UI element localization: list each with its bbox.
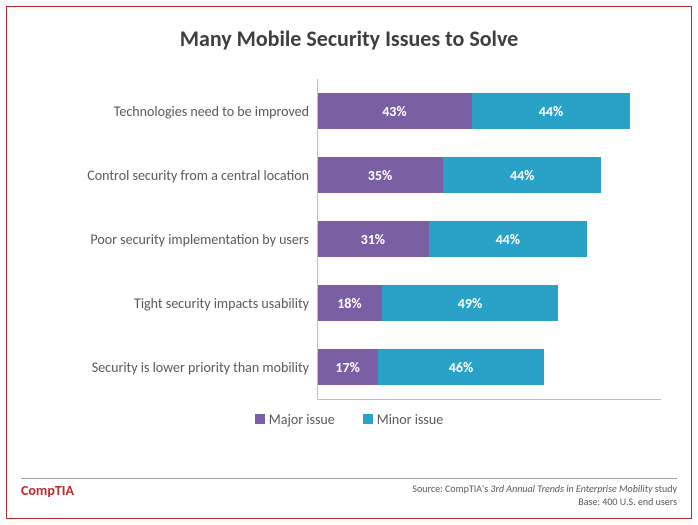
- bar-segment: 31%: [317, 221, 429, 257]
- source-attribution: Source: CompTIA's 3rd Annual Trends in E…: [412, 482, 677, 508]
- legend-item: Minor issue: [363, 411, 443, 428]
- chart-row: Poor security implementation by users31%…: [37, 207, 661, 271]
- chart-row: Control security from a central location…: [37, 143, 661, 207]
- bar-segment: 49%: [382, 285, 558, 321]
- bar-segment: 44%: [443, 157, 601, 193]
- category-label: Poor security implementation by users: [37, 231, 317, 248]
- bar-segment: 44%: [429, 221, 587, 257]
- chart-title: Many Mobile Security Issues to Solve: [7, 7, 691, 52]
- legend-swatch: [255, 414, 265, 424]
- footer: CompTIA Source: CompTIA's 3rd Annual Tre…: [21, 478, 677, 508]
- x-axis-line: [317, 399, 661, 400]
- category-label: Security is lower priority than mobility: [37, 359, 317, 376]
- bar-track: 17%46%: [317, 335, 661, 399]
- bar-segment: 44%: [472, 93, 630, 129]
- legend-item: Major issue: [255, 411, 335, 428]
- legend-label: Major issue: [269, 411, 335, 428]
- legend-label: Minor issue: [377, 411, 443, 428]
- bar-segment: 17%: [317, 349, 378, 385]
- bar-track: 18%49%: [317, 271, 661, 335]
- bar-track: 31%44%: [317, 207, 661, 271]
- category-label: Tight security impacts usability: [37, 295, 317, 312]
- bar-chart: Technologies need to be improved43%44%Co…: [37, 79, 661, 448]
- legend-swatch: [363, 414, 373, 424]
- category-label: Technologies need to be improved: [37, 103, 317, 120]
- chart-row: Security is lower priority than mobility…: [37, 335, 661, 399]
- bar-segment: 18%: [317, 285, 382, 321]
- bar-track: 35%44%: [317, 143, 661, 207]
- comptia-logo: CompTIA: [21, 482, 74, 499]
- bar-segment: 46%: [378, 349, 544, 385]
- legend: Major issue Minor issue: [37, 411, 661, 428]
- bar-segment: 35%: [317, 157, 443, 193]
- chart-row: Tight security impacts usability18%49%: [37, 271, 661, 335]
- chart-row: Technologies need to be improved43%44%: [37, 79, 661, 143]
- bar-track: 43%44%: [317, 79, 661, 143]
- category-label: Control security from a central location: [37, 167, 317, 184]
- footer-row: CompTIA Source: CompTIA's 3rd Annual Tre…: [21, 478, 677, 508]
- slide-frame: Many Mobile Security Issues to Solve Tec…: [6, 6, 692, 519]
- bar-segment: 43%: [317, 93, 472, 129]
